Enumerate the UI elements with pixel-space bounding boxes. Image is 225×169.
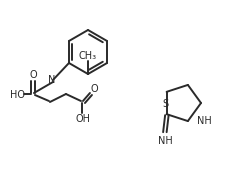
Text: O: O xyxy=(30,70,37,80)
Text: S: S xyxy=(163,99,169,109)
Text: O: O xyxy=(90,84,98,94)
Text: OH: OH xyxy=(75,114,90,124)
Text: N: N xyxy=(48,75,56,85)
Text: NH: NH xyxy=(197,116,212,126)
Text: NH: NH xyxy=(158,136,173,146)
Text: CH₃: CH₃ xyxy=(79,51,97,61)
Text: HO: HO xyxy=(10,90,25,100)
